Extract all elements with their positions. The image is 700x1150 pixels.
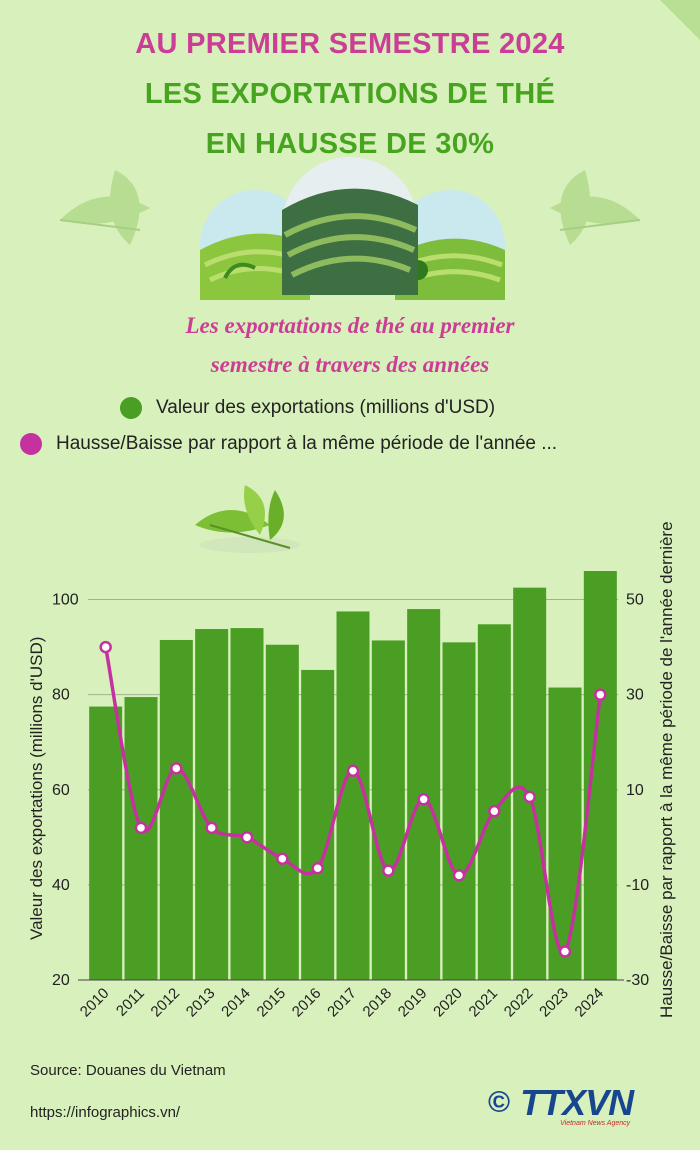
x-tick-label: 2011 xyxy=(113,985,148,1020)
x-tick-label: 2012 xyxy=(148,985,184,1021)
change-point xyxy=(452,869,466,882)
headline-line-1: AU PREMIER SEMESTRE 2024 xyxy=(135,28,565,60)
y-tick-label: 40 xyxy=(52,877,70,894)
copyright-icon: © xyxy=(488,1086,511,1119)
green-dot-icon xyxy=(120,397,142,419)
x-tick-label: 2022 xyxy=(501,985,537,1021)
bar xyxy=(548,687,582,980)
change-point xyxy=(488,804,501,818)
y-tick-label: 100 xyxy=(52,592,79,609)
y2-tick-label: 50 xyxy=(626,592,644,609)
change-point xyxy=(205,821,218,835)
bar xyxy=(195,629,229,980)
bar xyxy=(89,706,123,980)
bar xyxy=(583,571,617,980)
y2-tick-label: 10 xyxy=(626,782,644,799)
ttxvn-logo: © TTXVN Vietnam News Agency xyxy=(488,1082,634,1128)
change-point xyxy=(382,864,395,877)
legend-label-value: Valeur des exportations (millions d'USD) xyxy=(156,397,496,418)
x-tick-label: 2023 xyxy=(536,985,572,1021)
right-field-circle xyxy=(395,190,505,300)
right-tea-leaf-icon xyxy=(550,170,641,245)
legend-item-change: Hausse/Baisse par rapport à la même péri… xyxy=(20,433,557,455)
center-field-circle xyxy=(282,157,418,295)
tea-plantation-illustration xyxy=(59,157,641,300)
chart-subtitle-line-2: semestre à travers des années xyxy=(210,352,490,377)
change-point xyxy=(170,762,183,775)
bar xyxy=(230,628,264,980)
x-tick-label: 2020 xyxy=(430,985,466,1021)
y2-tick-label: 30 xyxy=(626,687,644,704)
x-tick-label: 2019 xyxy=(395,985,431,1021)
y-tick-label: 20 xyxy=(52,972,70,989)
legend-item-value: Valeur des exportations (millions d'USD) xyxy=(120,397,495,419)
change-point xyxy=(311,861,324,875)
legend-label-change: Hausse/Baisse par rapport à la même péri… xyxy=(56,433,558,454)
bars xyxy=(89,571,617,980)
pink-dot-icon xyxy=(20,433,42,455)
bar xyxy=(477,624,511,980)
x-tick-label: 2024 xyxy=(572,985,608,1021)
source-note: Source: Douanes du Vietnam xyxy=(30,1062,226,1079)
headline-line-3: EN HAUSSE DE 30% xyxy=(205,128,495,160)
y2-axis-title: Hausse/Baisse par rapport à la même péri… xyxy=(657,521,676,1018)
bar xyxy=(301,669,335,980)
x-tick-label: 2010 xyxy=(77,985,113,1021)
x-tick-label: 2013 xyxy=(183,985,219,1021)
x-tick-label: 2021 xyxy=(466,985,502,1021)
x-tick-label: 2016 xyxy=(289,985,325,1021)
bar xyxy=(265,644,299,980)
change-point xyxy=(558,945,572,958)
y-tick-label: 60 xyxy=(52,782,70,799)
x-tick-label: 2017 xyxy=(324,985,360,1021)
logo-subtitle: Vietnam News Agency xyxy=(560,1120,631,1127)
change-point xyxy=(276,852,289,865)
change-point xyxy=(99,640,112,654)
tea-leaf-icon xyxy=(195,485,300,553)
bar xyxy=(371,640,405,980)
corner-decoration xyxy=(660,0,700,40)
y-axis-title: Valeur des exportations (millions d'USD) xyxy=(27,637,46,940)
change-point xyxy=(240,831,254,844)
logo-text: TTXVN xyxy=(520,1082,634,1123)
x-tick-label: 2015 xyxy=(254,985,290,1021)
change-line xyxy=(99,640,607,958)
left-tea-leaf-icon xyxy=(59,170,150,245)
bar xyxy=(124,697,158,980)
headline-line-2: LES EXPORTATIONS DE THÉ xyxy=(144,78,556,110)
logo-box: TTXVN Vietnam News Agency xyxy=(520,1082,634,1128)
change-point xyxy=(523,790,536,804)
chart-subtitle-line-1: Les exportations de thé au premier xyxy=(185,313,515,338)
change-point xyxy=(417,793,430,806)
bar xyxy=(442,642,476,980)
y-tick-label: 80 xyxy=(52,687,70,704)
y2-tick-label: -30 xyxy=(626,972,649,989)
bar xyxy=(513,587,547,980)
x-tick-label: 2018 xyxy=(360,985,396,1021)
bar xyxy=(159,639,193,980)
change-point xyxy=(594,688,607,701)
x-tick-label: 2014 xyxy=(218,985,254,1021)
y2-tick-label: -10 xyxy=(626,877,649,894)
change-point xyxy=(134,821,148,835)
change-point xyxy=(346,764,360,778)
site-url: https://infographics.vn/ xyxy=(30,1104,181,1121)
